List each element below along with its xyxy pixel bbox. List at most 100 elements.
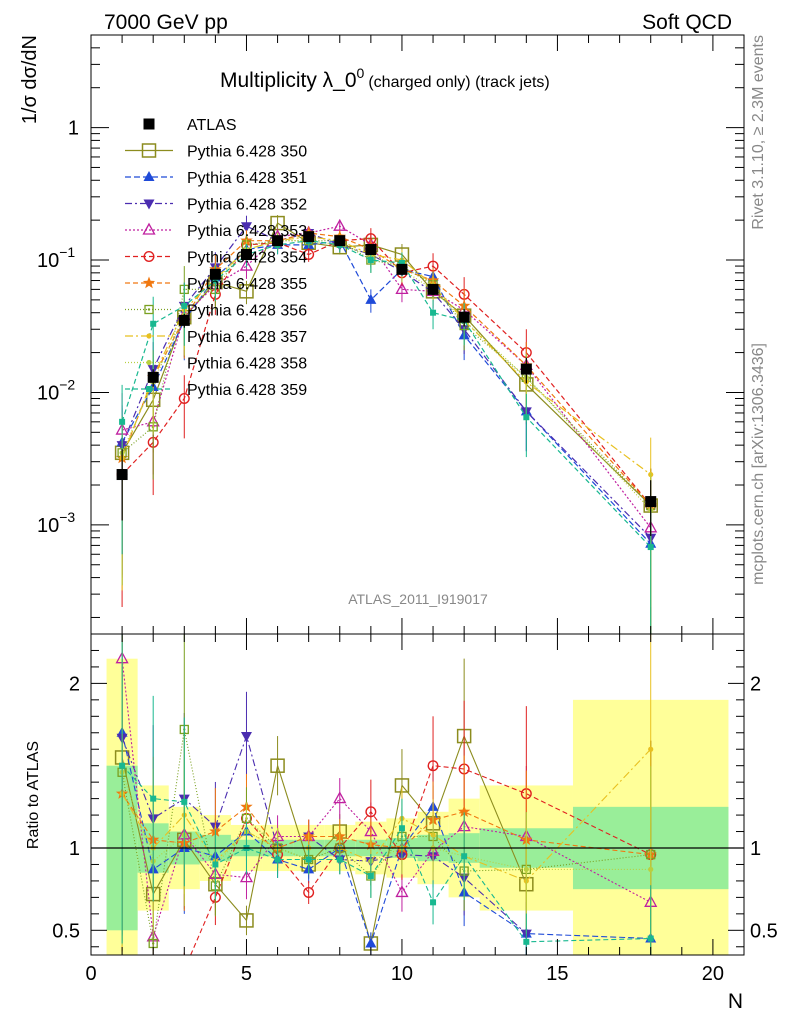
ratio-point: [179, 965, 189, 975]
atlas-point: [365, 244, 377, 256]
ratio-point: [303, 886, 315, 898]
legend-entry: Pythia 6.428 356: [125, 303, 307, 320]
main-series-layer: [114, 215, 658, 634]
ratio-xtick-label: 20: [702, 963, 724, 985]
legend-entry: Pythia 6.428 350: [125, 143, 307, 161]
ratio-point: [458, 805, 471, 817]
legend-marker: [143, 250, 155, 262]
ratio-point: [367, 872, 374, 879]
ratio-series-350: [114, 634, 534, 955]
atlas-point: [458, 311, 470, 323]
ratio-point: [333, 791, 347, 804]
legend-entry: Pythia 6.428 351: [125, 170, 307, 187]
ratio-ytick-label-right: 1: [750, 838, 761, 860]
series-point: [395, 282, 409, 295]
legend: ATLAS Pythia 6.428 350 Pythia 6.428 351 Pyt…: [125, 117, 307, 399]
legend-entry: Pythia 6.428 355: [125, 276, 307, 293]
rivet-label: Rivet 3.1.10, ≥ 2.3M events: [750, 35, 767, 230]
series-point: [398, 259, 405, 266]
main-ylabel: 1/σ dσ/dN: [19, 35, 41, 124]
ratio-line: [121, 732, 651, 946]
mcplots-label: mcplots.cern.ch [arXiv:1306.3436]: [750, 343, 767, 585]
series-point: [430, 309, 437, 316]
main-ytick-label-base: 10: [37, 515, 59, 537]
legend-label: Pythia 6.428 350: [187, 144, 307, 161]
legend-label: Pythia 6.428 359: [187, 382, 307, 399]
legend-label: Pythia 6.428 356: [187, 303, 307, 320]
series-356: [117, 232, 656, 634]
ratio-xtick-label: 5: [241, 963, 252, 985]
legend-label: Pythia 6.428 355: [187, 276, 307, 293]
series-point: [367, 257, 374, 264]
ratio-xtick-label: 15: [546, 963, 568, 985]
ratio-line: [121, 765, 651, 943]
main-ytick-label: 10−1: [37, 244, 75, 272]
ratio-point: [150, 795, 157, 802]
series-point: [212, 277, 219, 284]
ratio-point: [239, 913, 254, 928]
ratio-ylabel: Ratio to ATLAS: [25, 741, 42, 849]
legend-marker-dot: [147, 308, 151, 311]
atlas-point: [178, 314, 190, 326]
ratio-point: [239, 870, 254, 883]
legend-label: Pythia 6.428 352: [187, 197, 307, 214]
series-point: [178, 393, 190, 405]
legend-marker: [142, 222, 156, 235]
ratio-point: [212, 861, 219, 868]
legend-marker: [146, 333, 152, 339]
legend-entry: ATLAS: [143, 117, 237, 134]
ratio-point: [430, 899, 437, 906]
ratio-xtick-label: 0: [85, 963, 96, 985]
series-point: [365, 293, 377, 304]
ratio-xtick-label: 10: [391, 963, 413, 985]
legend-entry: Pythia 6.428 352: [125, 197, 307, 214]
ratio-point: [305, 856, 312, 863]
legend-marker: [141, 143, 157, 158]
ratio-frame: [90, 633, 745, 956]
ratio-point: [523, 938, 530, 945]
legend-label: Pythia 6.428 354: [187, 250, 307, 267]
ratio-ytick-label-left: 0.5: [52, 920, 80, 942]
ratio-point: [365, 806, 377, 818]
ratio-series-layer: [114, 634, 658, 975]
series-point: [181, 302, 188, 309]
atlas-point: [116, 469, 128, 481]
main-ytick-label-base: 10: [37, 382, 59, 404]
atlas-point: [240, 249, 252, 261]
ratio-ytick-label-left: 1: [69, 838, 80, 860]
ratio-point: [119, 762, 126, 769]
atlas-point: [209, 268, 221, 280]
ratio-axes: 0.5 0.51 12 20 5 10 15 20: [52, 633, 778, 985]
legend-label: Pythia 6.428 358: [187, 356, 307, 373]
legend-entry: Pythia 6.428 353: [125, 222, 307, 240]
ratio-point: [365, 937, 377, 948]
legend-entry: Pythia 6.428 359: [125, 382, 307, 399]
main-axes: 10−310−210−11: [37, 34, 745, 635]
ratio-line: [190, 765, 651, 955]
series-point: [240, 222, 252, 233]
ratio-point: [523, 866, 529, 873]
ratio-point: [648, 866, 654, 873]
atlas-point: [303, 231, 315, 243]
series-point: [523, 414, 530, 421]
legend-label: ATLAS: [187, 117, 237, 134]
ratio-point: [647, 935, 654, 942]
ratio-panel: 0.5 0.51 12 20 5 10 15 20 Ratio to ATLAS N: [25, 633, 778, 1013]
atlas-point: [520, 363, 532, 375]
main-title-sup: 0: [357, 65, 365, 81]
main-ytick-label: 10−3: [37, 509, 75, 537]
series-line: [121, 225, 652, 529]
ratio-point: [461, 853, 468, 860]
legend-marker: [143, 118, 155, 130]
atlas-point: [645, 496, 657, 508]
legend-entry: Pythia 6.428 357: [125, 329, 307, 346]
ratio-point: [395, 885, 409, 898]
legend-label: Pythia 6.428 351: [187, 170, 307, 187]
main-ytick-label: 10−2: [37, 376, 75, 404]
legend-entry: Pythia 6.428 354: [125, 250, 307, 267]
legend-entry: Pythia 6.428 358: [125, 356, 307, 373]
series-point: [150, 320, 157, 327]
ratio-point: [427, 760, 439, 772]
legend-marker: [143, 199, 155, 210]
legend-marker: [143, 171, 155, 181]
